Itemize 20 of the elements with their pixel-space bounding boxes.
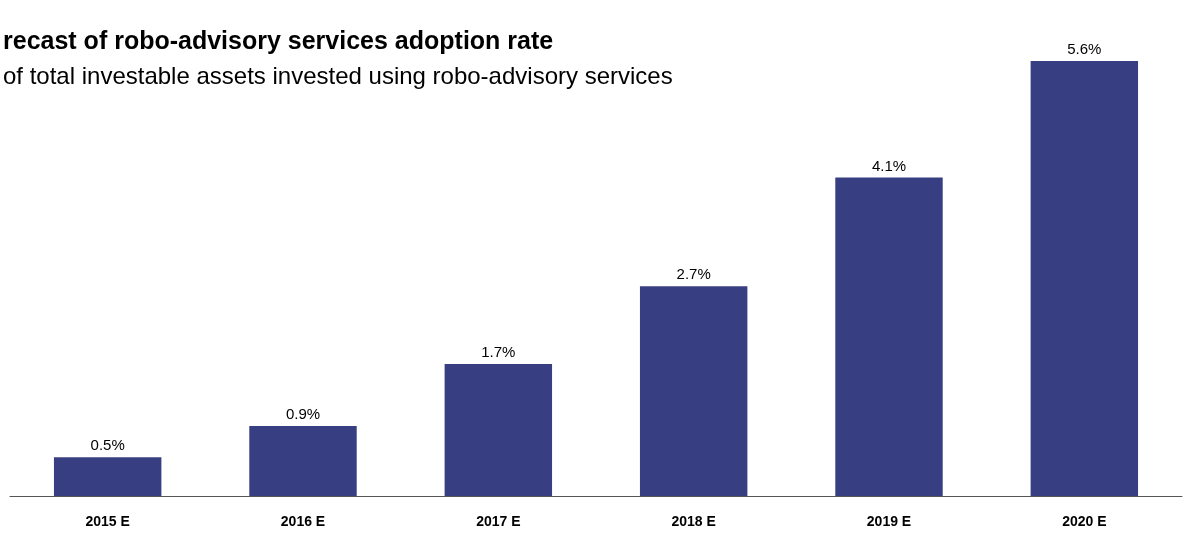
x-tick-label: 2020 E [1062, 513, 1107, 529]
x-tick-label: 2018 E [671, 513, 716, 529]
bar [53, 457, 162, 496]
chart-subtitle: of total investable assets invested using robo-advisory services [3, 61, 673, 89]
data-label: 0.9% [285, 405, 321, 423]
bar [639, 286, 748, 496]
x-tick-label: 2015 E [85, 513, 130, 529]
data-label: 2.7% [676, 265, 711, 283]
x-tick-label: 2017 E [476, 513, 521, 529]
data-label: 5.6% [1067, 40, 1102, 58]
data-label: 0.5% [90, 436, 125, 454]
data-label: 1.7% [481, 342, 516, 360]
bar [444, 363, 553, 496]
chart-title: recast of robo-advisory services adoption rate [3, 25, 554, 54]
bar [835, 177, 943, 496]
bar [249, 426, 357, 496]
x-tick-label: 2019 E [866, 513, 912, 529]
bar [1030, 61, 1139, 496]
data-label: 4.1% [871, 156, 907, 174]
x-tick-label: 2016 E [280, 513, 326, 529]
